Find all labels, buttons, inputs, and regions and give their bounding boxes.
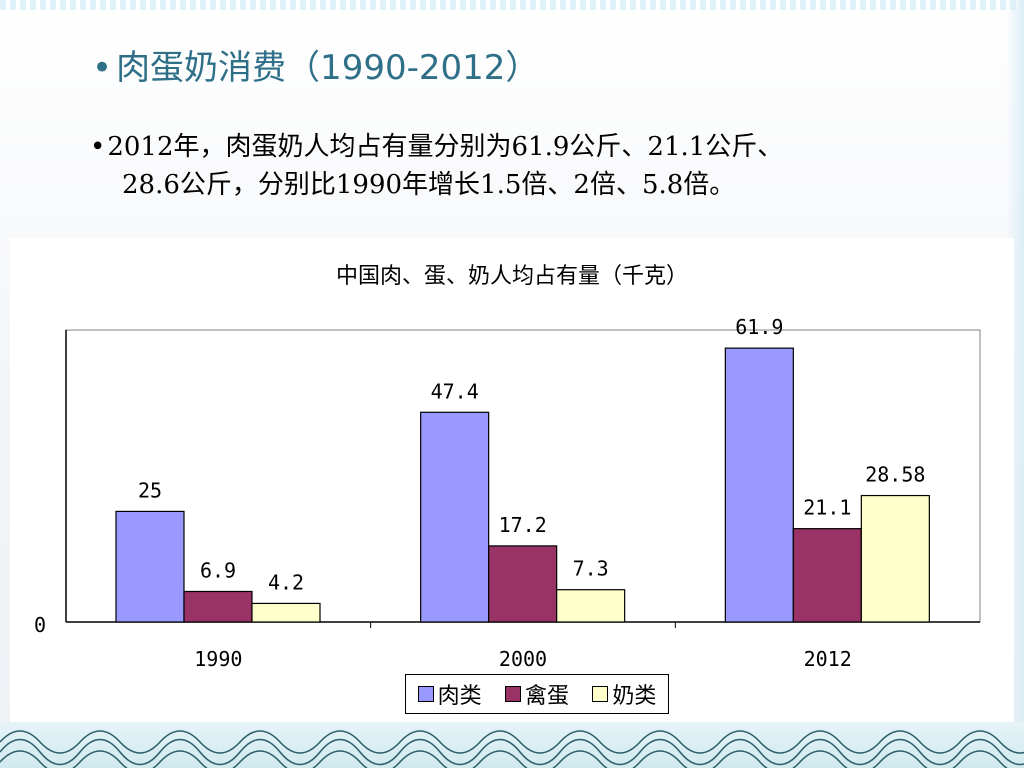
data-label: 47.4 [431,379,479,403]
data-label: 21.1 [803,496,851,520]
legend-label: 禽蛋 [524,684,569,709]
title-bullet: • [92,48,113,88]
x-tick-label: 2000 [499,647,547,668]
legend-swatch [417,686,434,702]
slide-bullet-text: •2012年，肉蛋奶人均占有量分别为61.9公斤、21.1公斤、 28.6公斤，… [90,128,970,204]
x-tick-label: 1990 [194,647,242,668]
bar [792,528,862,623]
chart-legend: 肉类 禽蛋 奶类 [405,674,669,714]
bar [724,347,794,623]
data-label: 6.9 [200,558,236,582]
bar [860,494,930,623]
data-label: 25 [138,478,162,502]
legend-item: 肉类 [417,678,482,710]
bar [115,510,185,623]
legend-label: 肉类 [437,684,482,709]
bar [488,545,558,623]
data-label: 28.58 [865,463,925,487]
data-label: 4.2 [268,570,304,594]
chart-title: 中国肉、蛋、奶人均占有量（千克） [335,264,688,289]
x-tick-label: 2012 [804,647,852,668]
bar [556,589,626,623]
chart-container: 中国肉、蛋、奶人均占有量（千克） 0 1990 25 6.9 4.2 2000 47.4 17… [10,238,1014,722]
bar [251,602,321,623]
top-decorative-bar [0,0,1024,10]
bar [420,411,490,623]
text-bullet: • [90,132,106,162]
legend-item: 禽蛋 [504,678,569,710]
slide-title: • 肉蛋奶消费（1990-2012） [92,40,539,89]
legend-swatch [504,686,521,702]
data-label: 17.2 [499,513,547,537]
slide-title-text: 肉蛋奶消费（1990-2012） [116,48,540,88]
legend-label: 奶类 [612,684,657,709]
bullet-line-1: 2012年，肉蛋奶人均占有量分别为61.9公斤、21.1公斤、 [107,132,784,162]
wave-decoration [0,722,1024,768]
bar-chart: 0 1990 25 6.9 4.2 2000 47.4 17.2 7.3 2012 61.9 21.1… [34,315,981,668]
bar [183,590,253,623]
data-label: 7.3 [573,557,609,581]
legend-swatch [592,686,609,702]
y-tick-label: 0 [34,613,46,637]
legend-item: 奶类 [592,678,656,710]
data-label: 61.9 [735,315,783,339]
bullet-line-2: 28.6公斤，分别比1990年增长1.5倍、2倍、5.8倍。 [122,170,736,200]
wave-pattern [0,730,1024,768]
